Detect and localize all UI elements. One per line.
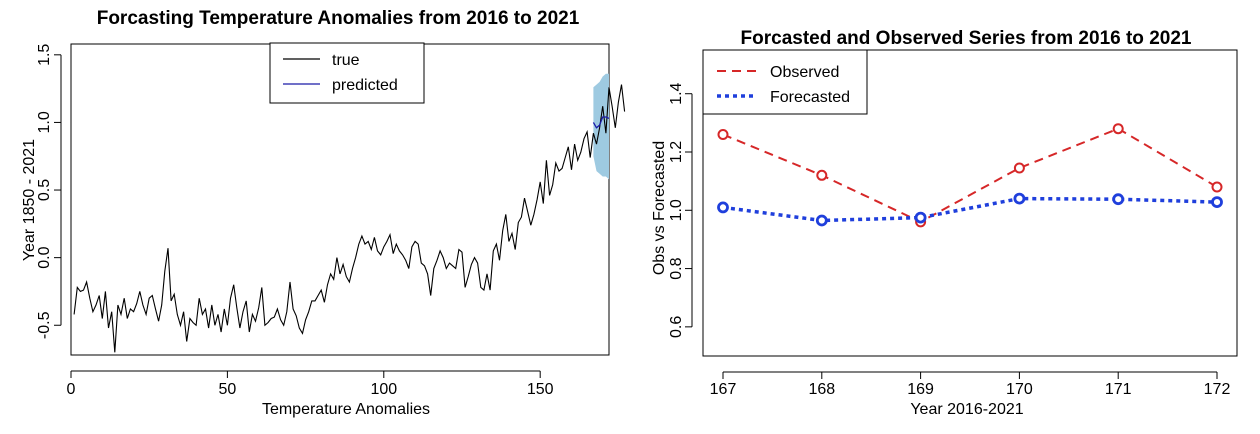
legend-predicted-label: predicted (332, 77, 398, 94)
legend-forecasted-label: Forecasted (770, 89, 850, 106)
left-y-tick-label: -0.5 (36, 311, 53, 339)
forecast-interval-band (593, 73, 609, 180)
forecasted-point (717, 201, 729, 214)
right-x-tick-label: 170 (1006, 381, 1033, 398)
right-x-tick-label: 172 (1204, 381, 1231, 398)
left-y-axis-label: Year 1850 - 2021 (21, 139, 38, 261)
forecasted-point (914, 211, 927, 224)
right-y-tick-label: 1.4 (668, 82, 685, 104)
series-observed-points (717, 123, 1223, 228)
series-forecasted-points (717, 192, 1223, 227)
right-y-tick-label: 0.6 (668, 316, 685, 338)
observed-point (1013, 162, 1025, 174)
left-legend: true predicted (269, 42, 425, 104)
right-plot-frame (702, 49, 1238, 357)
left-x-tick-label: 0 (67, 381, 76, 398)
left-x-tick-label: 50 (218, 381, 236, 398)
right-y-axis: 0.6 0.8 1.0 1.2 1.4 (668, 82, 693, 338)
series-observed-line (722, 127, 1218, 224)
observed-point (717, 129, 729, 140)
series-true-line (73, 84, 626, 353)
left-chart-title: Forcasting Temperature Anomalies from 20… (97, 8, 580, 29)
right-chart: Forcasted and Observed Series from 2016 … (651, 28, 1238, 418)
left-x-tick-label: 150 (527, 381, 554, 398)
right-x-tick-label: 171 (1105, 381, 1132, 398)
left-y-tick-label: 1.5 (36, 44, 53, 66)
series-forecasted-line (722, 196, 1218, 223)
right-y-axis-label: Obs vs Forecasted (651, 141, 668, 275)
right-y-tick-label: 1.2 (668, 141, 685, 163)
right-x-tick-label: 168 (808, 381, 835, 398)
right-x-axis: 167 168 169 170 171 172 (710, 371, 1231, 398)
observed-point (816, 169, 828, 181)
legend-observed-label: Observed (770, 64, 839, 81)
series-predicted-line (592, 116, 610, 129)
left-x-tick-label: 100 (370, 381, 397, 398)
left-chart: Forcasting Temperature Anomalies from 20… (21, 8, 626, 418)
left-y-axis: -0.5 0.0 0.5 1.0 1.5 (36, 44, 62, 339)
observed-point (1112, 123, 1124, 135)
right-chart-title: Forcasted and Observed Series from 2016 … (741, 28, 1192, 49)
forecasted-point (1013, 192, 1026, 205)
left-y-tick-label: 0.0 (36, 246, 53, 268)
legend-true-label: true (332, 52, 360, 69)
left-x-axis-label: Temperature Anomalies (262, 401, 430, 418)
observed-point (1211, 181, 1223, 193)
left-y-tick-label: 1.0 (36, 111, 53, 133)
right-x-tick-label: 169 (907, 381, 934, 398)
right-x-axis-label: Year 2016-2021 (910, 401, 1023, 418)
forecasted-point (1112, 193, 1125, 206)
left-forecast-band-group (593, 73, 609, 180)
right-legend: Observed Forecasted (702, 49, 868, 115)
right-x-tick-label: 167 (710, 381, 737, 398)
left-y-tick-label: 0.5 (36, 179, 53, 201)
left-legend-box (269, 42, 425, 104)
forecasted-point (1211, 196, 1223, 209)
right-y-tick-label: 0.8 (668, 257, 685, 279)
left-x-axis: 0 50 100 150 (67, 370, 554, 398)
right-y-tick-label: 1.0 (668, 199, 685, 221)
forecasted-point (815, 214, 828, 227)
right-legend-box (702, 49, 868, 115)
